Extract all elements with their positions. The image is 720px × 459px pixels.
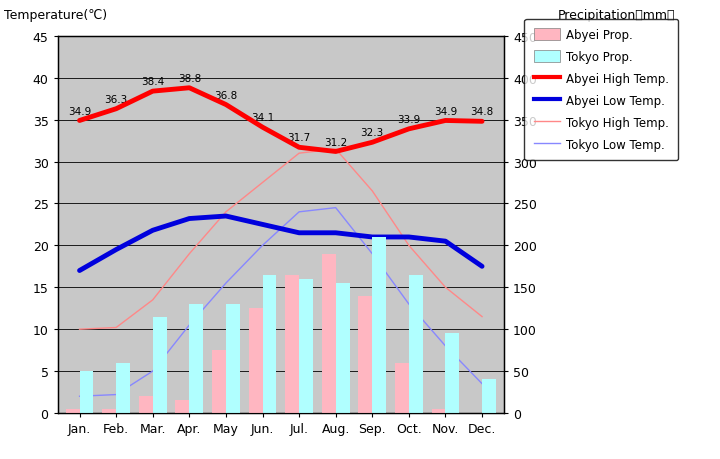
Bar xyxy=(189,304,203,413)
Bar xyxy=(372,237,386,413)
Bar xyxy=(79,371,94,413)
Bar xyxy=(66,409,79,413)
Bar xyxy=(409,275,423,413)
Text: 34.9: 34.9 xyxy=(434,106,457,116)
Bar xyxy=(482,380,496,413)
Text: Temperature(℃): Temperature(℃) xyxy=(4,9,107,22)
Text: 34.8: 34.8 xyxy=(470,107,494,117)
Text: 31.2: 31.2 xyxy=(324,137,347,147)
Bar xyxy=(431,409,446,413)
Bar xyxy=(446,334,459,413)
Legend: Abyei Prop., Tokyo Prop., Abyei High Temp., Abyei Low Temp., Tokyo High Temp., T: Abyei Prop., Tokyo Prop., Abyei High Tem… xyxy=(524,20,678,161)
Text: 36.3: 36.3 xyxy=(104,95,127,105)
Text: 38.4: 38.4 xyxy=(141,77,164,87)
Text: 36.8: 36.8 xyxy=(215,90,238,101)
Bar xyxy=(395,363,409,413)
Text: 38.8: 38.8 xyxy=(178,73,201,84)
Bar xyxy=(263,275,276,413)
Text: 34.1: 34.1 xyxy=(251,113,274,123)
Text: Precipitation（mm）: Precipitation（mm） xyxy=(557,9,675,22)
Bar xyxy=(248,308,263,413)
Bar xyxy=(336,284,350,413)
Bar xyxy=(322,254,336,413)
Bar xyxy=(116,363,130,413)
Bar xyxy=(226,304,240,413)
Text: 31.7: 31.7 xyxy=(287,133,311,143)
Bar xyxy=(153,317,166,413)
Bar xyxy=(102,409,116,413)
Text: 34.9: 34.9 xyxy=(68,106,91,116)
Bar xyxy=(139,397,153,413)
Text: 32.3: 32.3 xyxy=(361,128,384,138)
Bar xyxy=(299,279,313,413)
Bar xyxy=(176,401,189,413)
Bar xyxy=(285,275,299,413)
Bar xyxy=(212,350,226,413)
Text: 33.9: 33.9 xyxy=(397,115,420,125)
Bar xyxy=(359,296,372,413)
